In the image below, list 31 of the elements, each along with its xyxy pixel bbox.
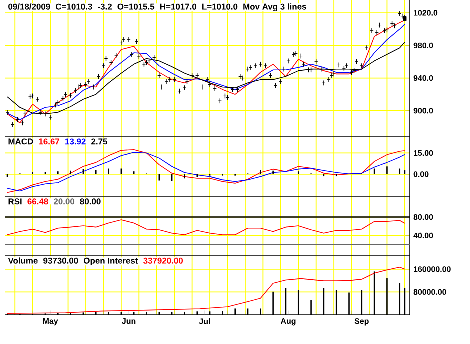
candlestick — [122, 37, 126, 43]
candlestick — [127, 37, 131, 43]
chart-title: Volume — [8, 258, 38, 264]
candlestick — [86, 78, 90, 84]
text: 2.75 — [92, 138, 108, 145]
ref-line-label: 20.00 — [54, 198, 75, 205]
annotation: O=1015.5 — [118, 4, 155, 10]
text: 16.67 — [39, 138, 60, 145]
text: 337920.00 — [144, 258, 183, 264]
chart-title: RSI — [8, 198, 22, 205]
candlestick — [279, 78, 283, 84]
annotation: L=1010.0 — [202, 4, 238, 10]
annotation: C=1010.3 — [56, 4, 92, 10]
text: 93730.00 — [44, 258, 78, 264]
candlestick — [165, 78, 169, 84]
candlestick — [360, 63, 364, 69]
candlestick — [36, 96, 40, 102]
text: 66.48 — [28, 198, 48, 205]
line-series — [7, 220, 406, 236]
chart-subtitle: Open Interest — [84, 258, 138, 266]
ref-line-label: 80.00 — [80, 198, 101, 205]
annotation: -3.2 — [98, 4, 112, 10]
candlestick — [6, 110, 10, 116]
chart-title: MACD — [8, 138, 34, 145]
line-series — [7, 267, 406, 314]
candlestick — [254, 63, 258, 69]
annotation: Mov Avg 3 lines — [244, 4, 306, 12]
text: 13.92 — [66, 138, 86, 145]
chart-title: 09/18/2009 — [8, 4, 50, 10]
annotation: H=1017.0 — [160, 4, 197, 10]
candlestick — [370, 28, 374, 34]
